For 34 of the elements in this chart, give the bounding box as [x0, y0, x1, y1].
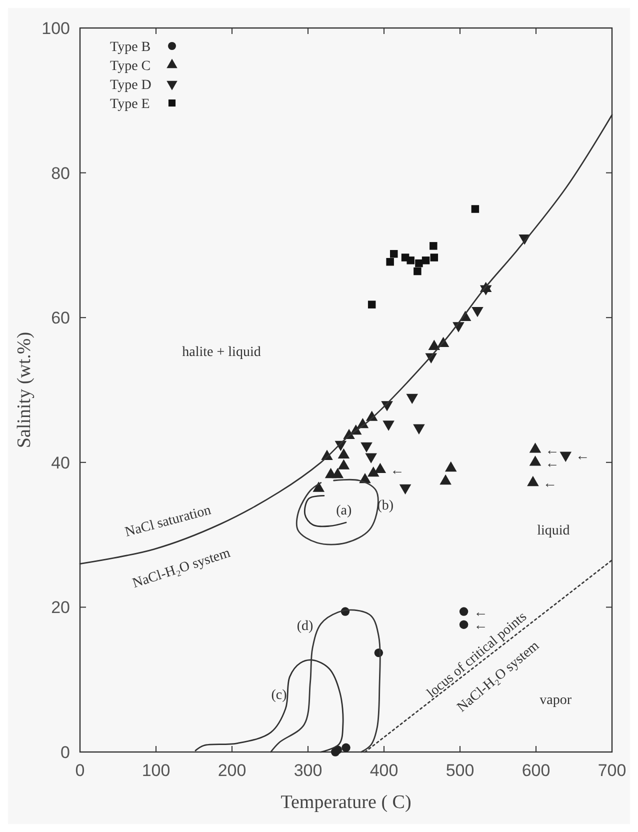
annotation: NaCl saturation	[124, 503, 213, 540]
annotation: (d)	[296, 619, 314, 634]
x-axis-title: Temperature ( C)	[280, 792, 412, 813]
annotation: (c)	[271, 688, 288, 703]
y-tick-label: 60	[51, 308, 70, 328]
legend-label: Type D	[110, 78, 152, 93]
x-tick-label: 400	[370, 761, 398, 780]
x-tick-label: 300	[294, 761, 322, 780]
annotation: halite + liquid	[182, 344, 261, 360]
annotation: ←	[542, 476, 557, 492]
annotation: ←	[390, 464, 404, 479]
annotation: ←	[474, 618, 488, 634]
x-tick-label: 100	[142, 761, 170, 780]
legend-label: Type B	[110, 40, 151, 55]
annotation: (a)	[336, 503, 352, 518]
y-tick-label: 20	[51, 598, 70, 618]
annotation: liquid	[537, 524, 570, 539]
annotation: ←	[576, 449, 590, 464]
x-tick-label: 200	[218, 761, 246, 780]
x-tick-label: 600	[522, 761, 550, 780]
annotation: vapor	[540, 693, 572, 708]
y-tick-label: 40	[51, 453, 70, 472]
y-axis-title: Salinity (wt.%)	[14, 332, 35, 448]
annotation: ←	[474, 605, 488, 620]
annotation: ←	[545, 443, 560, 458]
x-tick-label: 500	[446, 761, 474, 780]
x-tick-label: 0	[75, 761, 85, 780]
legend-label: Type C	[110, 58, 151, 74]
annotation: ←	[545, 456, 560, 472]
y-tick-label: 100	[42, 18, 70, 38]
y-tick-label: 0	[60, 742, 70, 762]
y-tick-label: 80	[51, 164, 70, 183]
x-tick-label: 700	[598, 761, 626, 780]
legend-label: Type E	[110, 96, 150, 112]
